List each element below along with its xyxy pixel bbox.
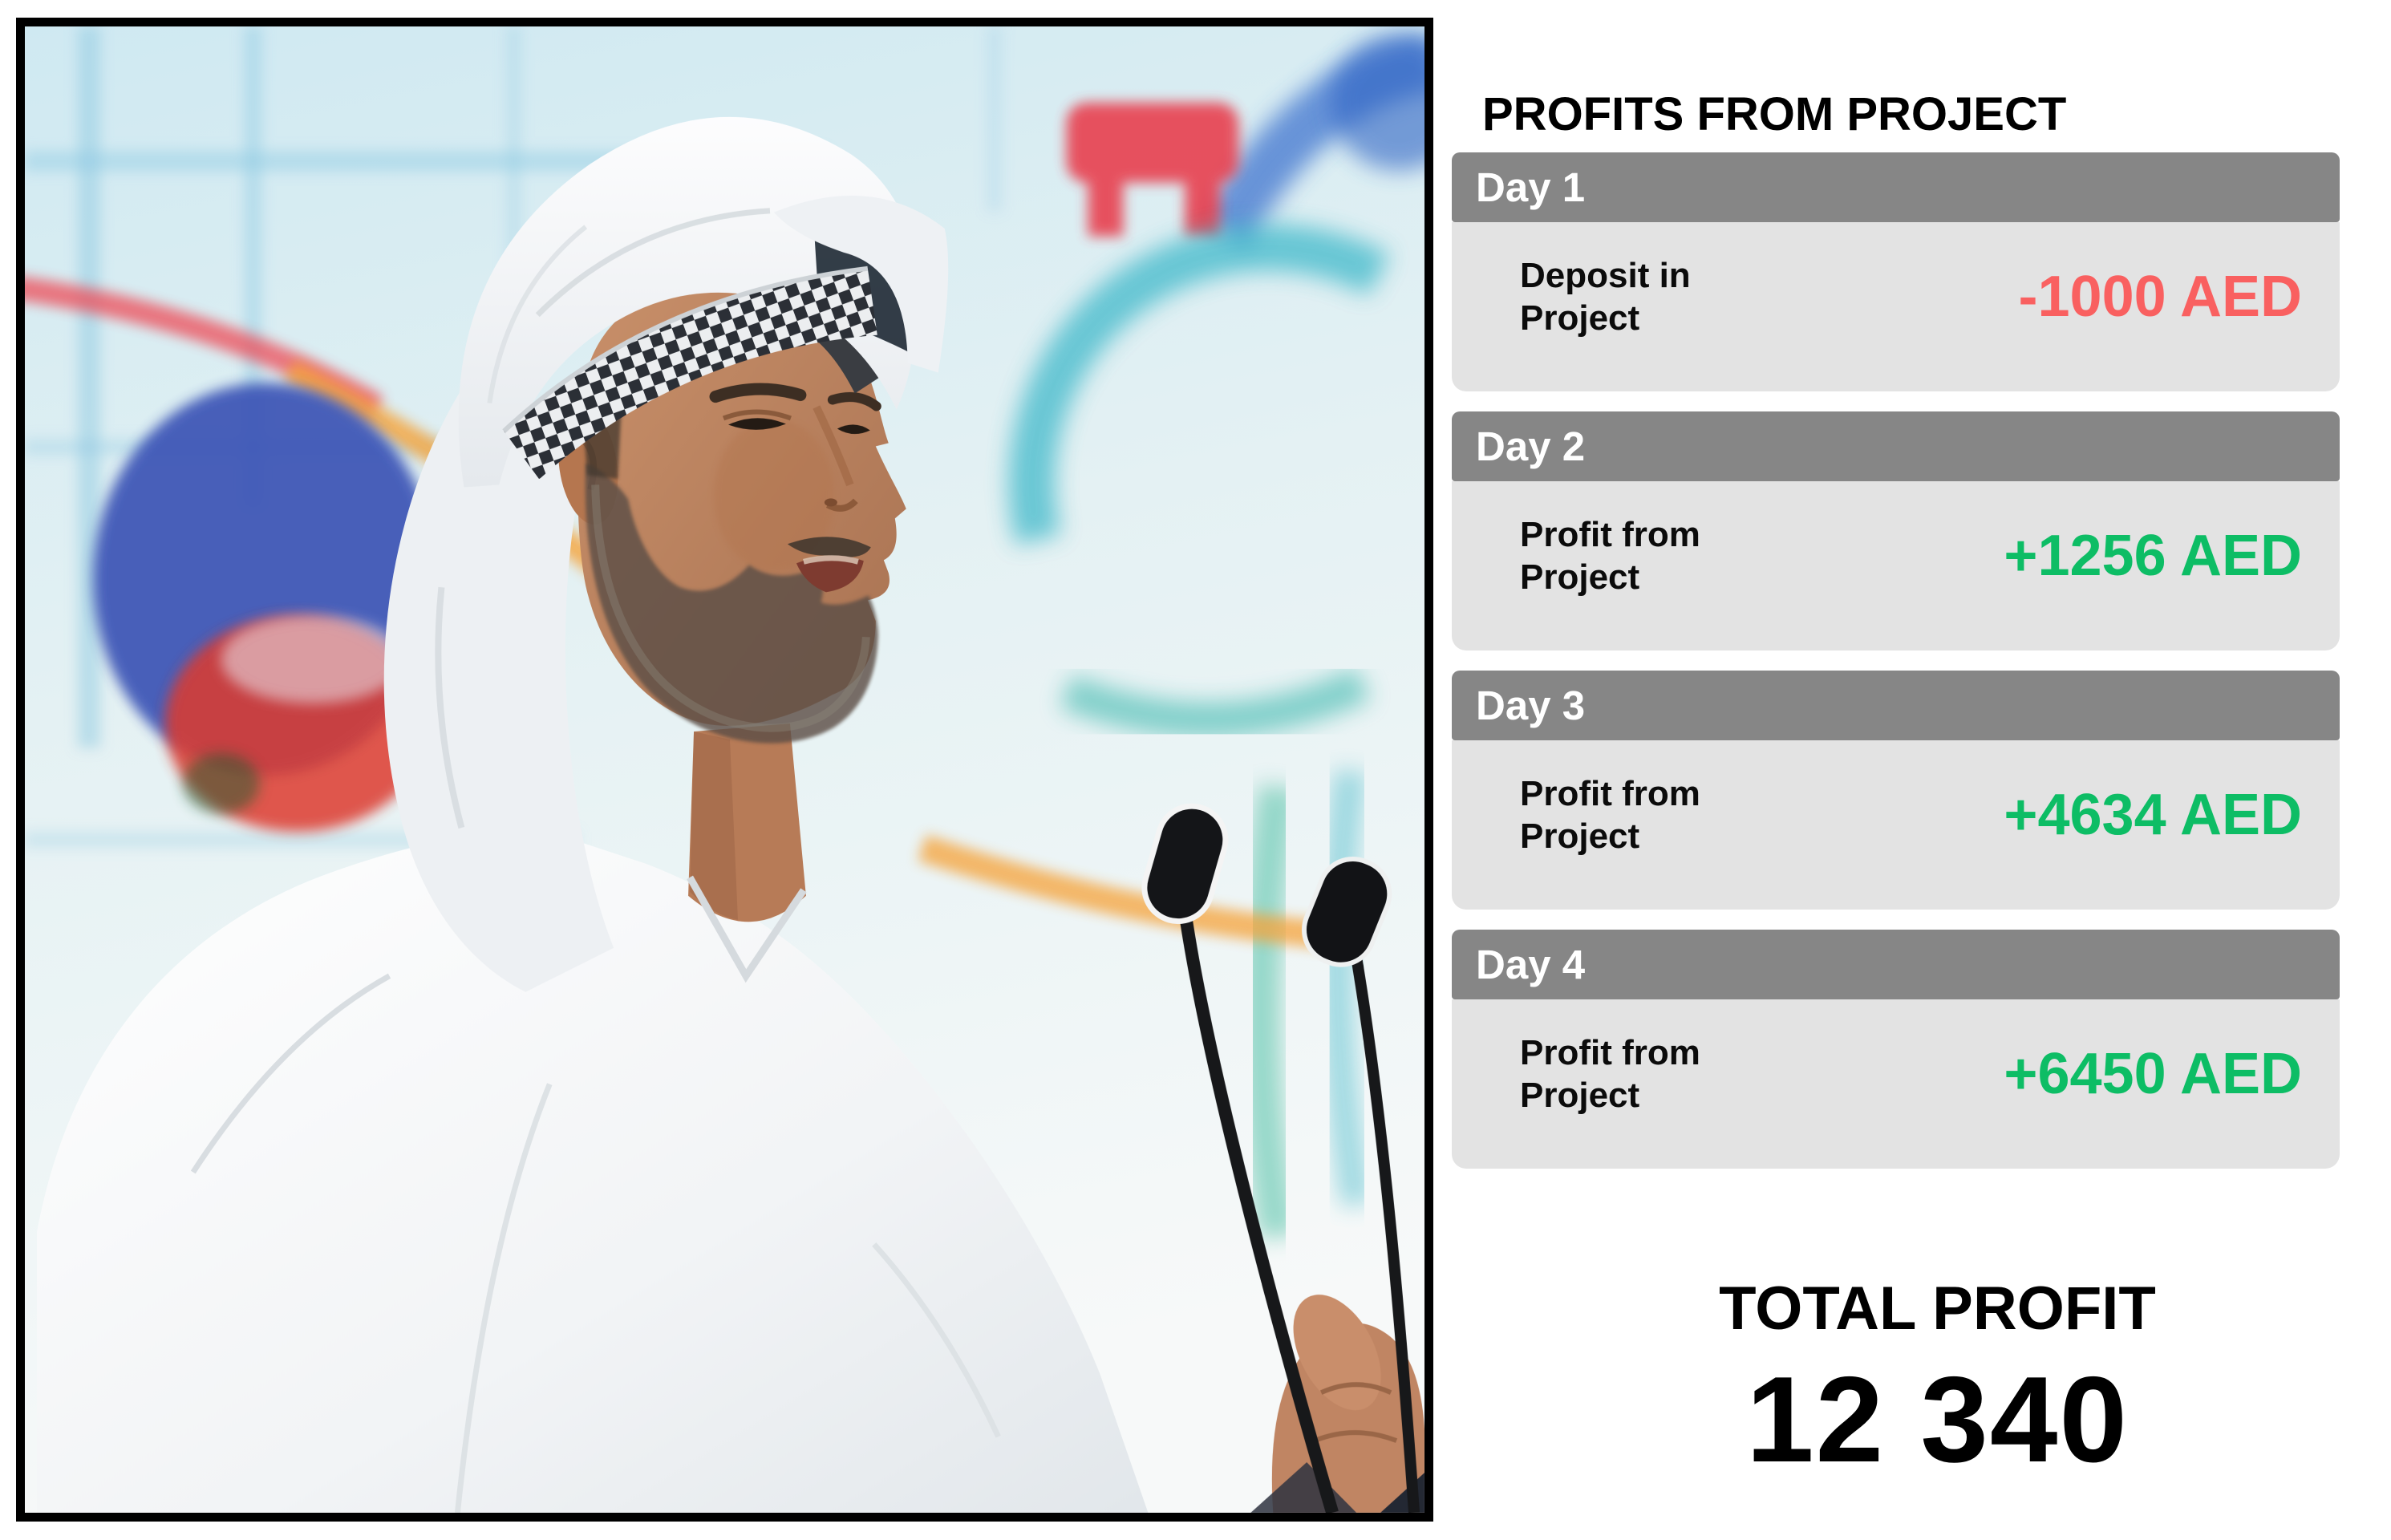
day-amount: +4634 AED: [2004, 782, 2302, 847]
beard: [585, 463, 878, 744]
total-profit-label: TOTAL PROFIT: [1719, 1275, 2156, 1343]
day-description: Profit from Project: [1520, 1031, 1700, 1116]
day-description-line2: Project: [1520, 557, 1640, 597]
day-card-header: Day 1: [1452, 152, 2340, 222]
day-card-3: Day 3 Profit from Project +4634 AED: [1452, 671, 2340, 910]
panel-title: PROFITS FROM PROJECT: [1482, 87, 2067, 140]
day-description-line1: Profit from: [1520, 1032, 1700, 1072]
day-description-line2: Project: [1520, 298, 1640, 338]
day-card-1: Day 1 Deposit in Project -1000 AED: [1452, 152, 2340, 391]
day-label: Day 3: [1476, 683, 1586, 728]
day-label: Day 1: [1476, 164, 1586, 210]
blurred-stage-shapes: [25, 34, 1424, 1240]
day-amount: -1000 AED: [2018, 264, 2303, 329]
day-card-header: Day 2: [1452, 411, 2340, 481]
day-description: Profit from Project: [1520, 513, 1700, 598]
day-card-body: Profit from Project +4634 AED: [1452, 740, 2340, 910]
day-description-line1: Profit from: [1520, 773, 1700, 813]
speaker-photo-illustration: [25, 26, 1424, 1513]
day-cards: Day 1 Deposit in Project -1000 AED Day 2…: [1452, 152, 2340, 1189]
day-card-header: Day 3: [1452, 671, 2340, 740]
day-amount: +6450 AED: [2004, 1041, 2302, 1106]
day-label: Day 4: [1476, 942, 1586, 987]
day-card-body: Profit from Project +1256 AED: [1452, 481, 2340, 650]
day-description-line2: Project: [1520, 816, 1640, 856]
mouth: [796, 555, 864, 593]
microphone-icon: [1141, 803, 1420, 1513]
red-blurred-icon: [1066, 102, 1239, 237]
day-description: Deposit in Project: [1520, 254, 1691, 339]
day-description: Profit from Project: [1520, 772, 1700, 857]
day-description-line2: Project: [1520, 1075, 1640, 1115]
day-card-body: Deposit in Project -1000 AED: [1452, 222, 2340, 391]
total-profit-value: 12 340: [1746, 1352, 2129, 1488]
day-description-line1: Profit from: [1520, 514, 1700, 554]
speaker-figure: [36, 116, 1149, 1513]
day-description-line1: Deposit in: [1520, 255, 1691, 295]
headdress-checkered-band: [504, 268, 877, 480]
total-profit-block: TOTAL PROFIT 12 340: [1493, 1279, 2381, 1481]
day-card-2: Day 2 Profit from Project +1256 AED: [1452, 411, 2340, 650]
day-card-4: Day 4 Profit from Project +6450 AED: [1452, 930, 2340, 1169]
day-label: Day 2: [1476, 424, 1586, 469]
day-amount: +1256 AED: [2004, 523, 2302, 588]
speaker-photo: [16, 18, 1433, 1522]
day-card-body: Profit from Project +6450 AED: [1452, 999, 2340, 1169]
day-card-header: Day 4: [1452, 930, 2340, 999]
